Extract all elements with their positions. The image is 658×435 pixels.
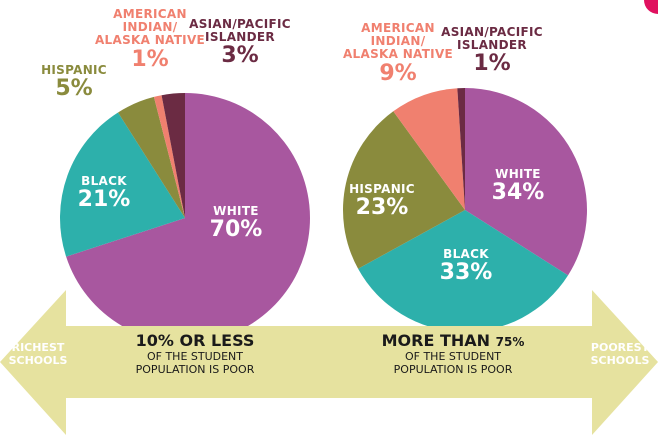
slice-label: WHITE 70% [209,204,263,243]
slice-label: ASIAN/PACIFIC ISLANDER 3% [189,17,291,69]
pie-slice [393,88,465,210]
pie-slice [59,112,185,257]
pie-slice [342,111,465,269]
corner-decoration [644,0,658,14]
category-label: ASIAN/PACIFIC ISLANDER [189,17,291,45]
value-label: 70% [209,217,263,243]
pie-slice [66,93,310,343]
value-label: 9% [379,60,417,86]
slice-label: WHITE 34% [491,167,545,206]
slice-label: BLACK 33% [439,247,493,286]
value-label: 21% [77,187,131,213]
value-label: 33% [439,260,493,286]
pie-slice [465,88,587,276]
category-label: AMERICAN INDIAN/ ALASKA NATIVE [342,21,454,62]
double-arrow [0,290,658,435]
value-label: 5% [55,76,93,102]
pie-slice [457,88,465,210]
annotation-heading: MORE THAN 75% [382,332,525,350]
category-label: ASIAN/PACIFIC ISLANDER [441,25,543,53]
annotation-heading-small: 75% [495,335,525,349]
category-label: BLACK [81,174,127,188]
slice-label: HISPANIC 23% [349,182,415,221]
annotation-text: OF THE STUDENT POPULATION IS POOR [135,349,255,376]
right-arrow-label: POOREST SCHOOLS [590,341,650,367]
category-label: HISPANIC [349,182,415,196]
category-label: HISPANIC [41,63,107,77]
value-label: 34% [491,180,545,206]
pie-slice [358,210,569,332]
category-label: WHITE [495,167,541,181]
category-label: AMERICAN INDIAN/ ALASKA NATIVE [94,7,206,48]
slice-label: ASIAN/PACIFIC ISLANDER 1% [441,25,543,77]
annotation-heading: 10% OR LESS [136,332,255,350]
annotation-heading-text: MORE THAN [381,331,491,350]
value-label: 1% [473,51,511,77]
slice-label: BLACK 21% [77,174,131,213]
slice-label: AMERICAN INDIAN/ ALASKA NATIVE 1% [94,7,206,72]
category-label: WHITE [213,204,259,218]
annotation: 10% OR LESS OF THE STUDENT POPULATION IS … [136,332,255,376]
pie-slice [153,95,185,218]
category-label: BLACK [443,247,489,261]
value-label: 23% [355,195,409,221]
annotation: MORE THAN 75% OF THE STUDENT POPULATION I… [382,332,525,376]
left-arrow-label: RICHEST SCHOOLS [8,341,68,367]
annotation-text: OF THE STUDENT POPULATION IS POOR [393,349,513,376]
slice-label: HISPANIC 5% [41,63,107,102]
value-label: 1% [131,46,169,72]
pie-slice [118,96,185,218]
pie-slice [161,93,185,218]
slice-label: AMERICAN INDIAN/ ALASKA NATIVE 9% [342,21,454,86]
value-label: 3% [221,43,259,69]
annotation-heading-text: 10% OR LESS [135,331,255,350]
